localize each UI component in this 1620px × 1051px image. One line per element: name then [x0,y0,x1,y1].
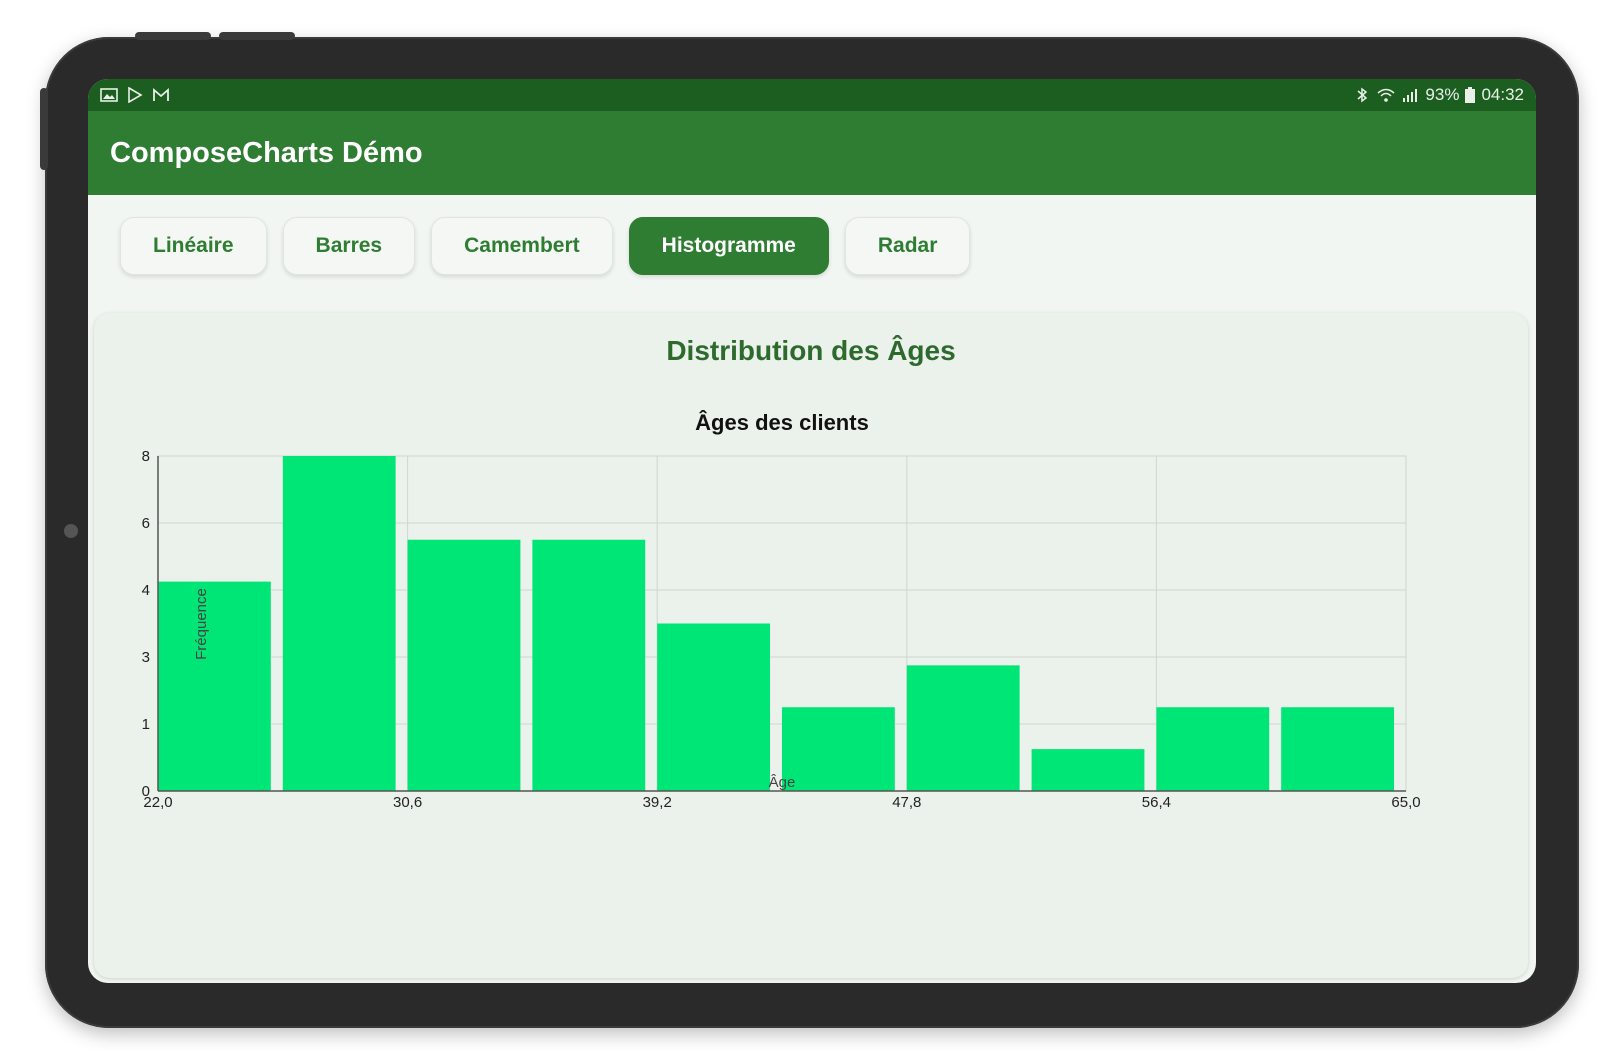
tab-barres[interactable]: Barres [283,217,416,275]
y-tick-label: 8 [142,448,150,465]
status-bar: 93% 04:32 [88,79,1536,111]
x-tick-label: 30,6 [393,794,422,811]
y-tick-label: 1 [142,716,150,733]
app-title: ComposeCharts Démo [110,137,423,170]
side-button [40,88,48,170]
x-tick-label: 56,4 [1142,794,1171,811]
tab-radar[interactable]: Radar [845,217,971,275]
y-tick-label: 6 [142,515,150,532]
histogram-bar [1156,707,1269,791]
x-tick-label: 39,2 [643,794,672,811]
chart-title: Âges des clients [695,410,869,435]
x-tick-label: 47,8 [892,794,921,811]
tab-lineaire[interactable]: Linéaire [120,217,267,275]
signal-icon [1401,87,1419,103]
screen: 93% 04:32 ComposeCharts Démo Linéaire Ba… [88,79,1536,983]
y-tick-label: 4 [142,582,150,599]
status-bar-right: 93% 04:32 [1353,85,1524,105]
x-tick-label: 65,0 [1391,794,1420,811]
histogram-bar [283,456,396,791]
gallery-icon [100,87,118,103]
histogram-bar [158,582,271,791]
battery-percent: 93% [1425,85,1459,105]
play-store-icon [126,87,144,103]
histogram-bar [907,665,1020,791]
histogram-bar [1032,749,1145,791]
histogram-bar [408,540,521,791]
camera [64,524,78,538]
gmail-icon [152,87,170,103]
histogram-bar [782,707,895,791]
x-tick-label: 22,0 [143,794,172,811]
chart-type-tabs: Linéaire Barres Camembert Histogramme Ra… [120,217,970,275]
x-axis-label: Âge [769,774,796,791]
wifi-icon [1377,87,1395,103]
app-bar: ComposeCharts Démo [88,111,1536,195]
tab-camembert[interactable]: Camembert [431,217,613,275]
power-button [219,32,295,40]
clock: 04:32 [1481,85,1524,105]
y-axis-label: Fréquence [193,588,210,660]
histogram-bar [657,624,770,792]
chart-card: Distribution des Âges Âges des clients 0 1… [94,313,1528,978]
histogram-bar [1281,707,1394,791]
histogram-bar [532,540,645,791]
bluetooth-icon [1353,87,1371,103]
status-bar-left [100,87,170,103]
y-tick-label: 3 [142,649,150,666]
battery-icon [1465,87,1475,103]
volume-button [135,32,211,40]
tab-histogramme[interactable]: Histogramme [629,217,829,275]
